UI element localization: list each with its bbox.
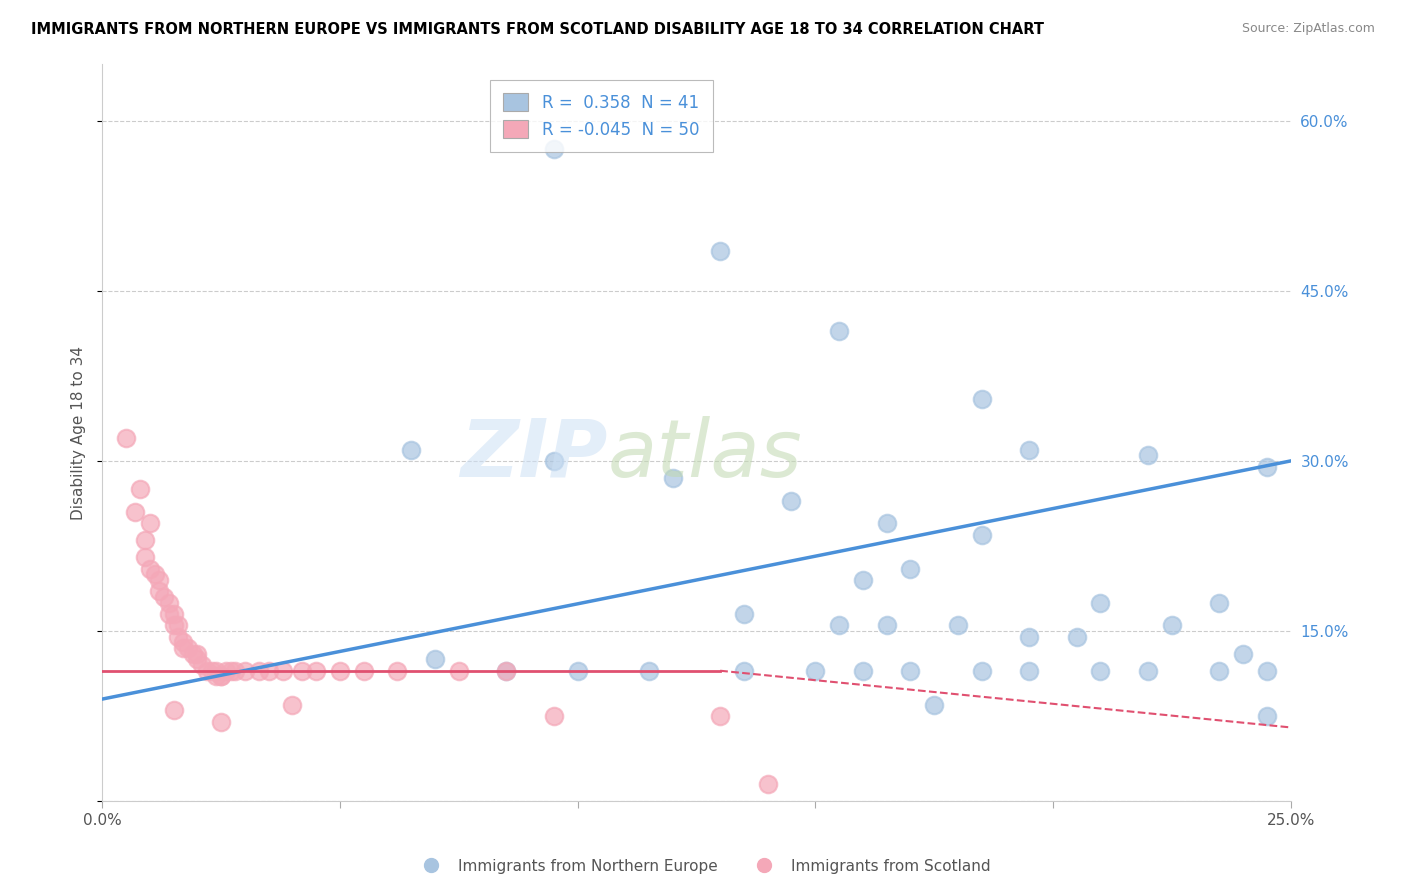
Point	[1090, 596, 1112, 610]
Point	[129, 483, 152, 497]
Point	[1208, 664, 1230, 678]
Point	[946, 618, 969, 632]
Point	[139, 516, 162, 531]
Point	[172, 641, 194, 656]
Point	[447, 664, 470, 678]
Point	[898, 562, 921, 576]
Legend: R =  0.358  N = 41, R = -0.045  N = 50: R = 0.358 N = 41, R = -0.045 N = 50	[491, 79, 713, 153]
Point	[247, 664, 270, 678]
Point	[543, 709, 565, 723]
Point	[970, 392, 993, 406]
Point	[148, 573, 170, 587]
Point	[1136, 448, 1159, 462]
Point	[162, 703, 184, 717]
Legend: Immigrants from Northern Europe, Immigrants from Scotland: Immigrants from Northern Europe, Immigra…	[409, 853, 997, 880]
Point	[1256, 664, 1278, 678]
Point	[1018, 442, 1040, 457]
Point	[186, 647, 208, 661]
Point	[157, 607, 180, 621]
Point	[143, 567, 166, 582]
Point	[148, 584, 170, 599]
Point	[852, 573, 875, 587]
Point	[1160, 618, 1182, 632]
Point	[219, 664, 242, 678]
Point	[305, 664, 328, 678]
Point	[852, 664, 875, 678]
Point	[385, 664, 408, 678]
Point	[733, 664, 755, 678]
Point	[195, 664, 218, 678]
Point	[124, 505, 146, 519]
Point	[1066, 630, 1088, 644]
Point	[423, 652, 446, 666]
Point	[399, 442, 422, 457]
Point	[543, 454, 565, 468]
Text: Source: ZipAtlas.com: Source: ZipAtlas.com	[1241, 22, 1375, 36]
Point	[828, 324, 851, 338]
Point	[970, 664, 993, 678]
Point	[876, 516, 898, 531]
Point	[876, 618, 898, 632]
Point	[922, 698, 945, 712]
Point	[756, 777, 779, 791]
Point	[281, 698, 304, 712]
Point	[661, 471, 683, 485]
Point	[139, 562, 162, 576]
Point	[804, 664, 827, 678]
Point	[177, 641, 200, 656]
Point	[733, 607, 755, 621]
Point	[205, 669, 228, 683]
Point	[257, 664, 280, 678]
Point	[115, 431, 138, 445]
Point	[205, 664, 228, 678]
Point	[1256, 459, 1278, 474]
Point	[898, 664, 921, 678]
Text: ZIP: ZIP	[460, 416, 607, 493]
Point	[1018, 630, 1040, 644]
Point	[167, 630, 190, 644]
Point	[1090, 664, 1112, 678]
Point	[291, 664, 314, 678]
Point	[495, 664, 517, 678]
Point	[1256, 709, 1278, 723]
Point	[1232, 647, 1254, 661]
Point	[162, 618, 184, 632]
Point	[191, 658, 214, 673]
Point	[209, 669, 232, 683]
Point	[353, 664, 375, 678]
Point	[567, 664, 589, 678]
Point	[215, 664, 238, 678]
Point	[638, 664, 661, 678]
Text: atlas: atlas	[607, 416, 801, 493]
Point	[709, 709, 731, 723]
Point	[134, 550, 156, 565]
Point	[271, 664, 294, 678]
Point	[200, 664, 222, 678]
Point	[224, 664, 246, 678]
Point	[134, 533, 156, 548]
Point	[1136, 664, 1159, 678]
Point	[543, 142, 565, 156]
Text: IMMIGRANTS FROM NORTHERN EUROPE VS IMMIGRANTS FROM SCOTLAND DISABILITY AGE 18 TO: IMMIGRANTS FROM NORTHERN EUROPE VS IMMIG…	[31, 22, 1043, 37]
Point	[233, 664, 256, 678]
Point	[709, 244, 731, 259]
Point	[1018, 664, 1040, 678]
Point	[157, 596, 180, 610]
Point	[172, 635, 194, 649]
Point	[1208, 596, 1230, 610]
Point	[495, 664, 517, 678]
Point	[970, 527, 993, 541]
Point	[162, 607, 184, 621]
Point	[167, 618, 190, 632]
Point	[329, 664, 352, 678]
Point	[209, 714, 232, 729]
Point	[209, 669, 232, 683]
Point	[181, 647, 204, 661]
Point	[828, 618, 851, 632]
Point	[780, 493, 803, 508]
Point	[153, 590, 176, 604]
Y-axis label: Disability Age 18 to 34: Disability Age 18 to 34	[72, 345, 86, 520]
Point	[186, 652, 208, 666]
